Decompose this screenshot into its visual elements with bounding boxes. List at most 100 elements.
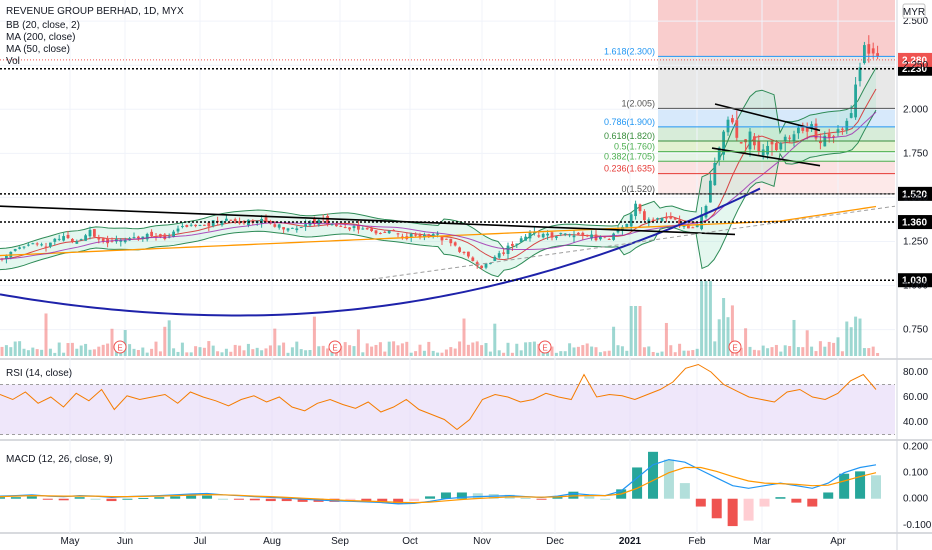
candle-body [629, 214, 633, 227]
volume-bar [75, 348, 79, 356]
candle-body [436, 233, 439, 235]
volume-bar [537, 343, 541, 356]
dashed-trendline [364, 205, 896, 281]
volume-bar [224, 348, 228, 356]
volume-bar [519, 350, 523, 356]
candle-body [159, 234, 162, 237]
macd-histogram-bar [42, 498, 53, 500]
ma50-line [0, 111, 877, 260]
candle-body [836, 129, 840, 133]
volume-bar [642, 347, 646, 356]
macd-label: MACD (12, 26, close, 9) [6, 454, 113, 465]
macd-histogram-bar [170, 496, 181, 499]
candle-body [40, 244, 43, 246]
candle-body [66, 234, 70, 239]
volume-bar [563, 351, 567, 356]
candle-body [317, 220, 321, 225]
candle-body [423, 234, 426, 238]
volume-bar [264, 348, 268, 356]
candle-body [62, 236, 65, 241]
volume-bar [449, 347, 453, 356]
candle-body [211, 220, 215, 226]
volume-bar [832, 342, 836, 356]
candle-body [132, 237, 136, 239]
level-price-tag [898, 215, 932, 230]
level-price-tag [898, 186, 932, 201]
candle-body [119, 240, 123, 242]
rsi-tick-label: 80.00 [903, 367, 928, 378]
volume-bar [211, 345, 215, 356]
candle-body [647, 219, 651, 224]
volume-bar [453, 348, 457, 356]
volume-bar [216, 351, 220, 356]
candle-body [546, 233, 549, 236]
volume-bar [57, 342, 61, 356]
volume-bar [673, 352, 677, 356]
candle-body [414, 234, 417, 236]
volume-bar [31, 347, 35, 356]
volume-bar [620, 346, 624, 356]
volume-bar [788, 346, 792, 356]
volume-bar [700, 281, 704, 356]
candle-body [207, 222, 211, 227]
volume-bar [53, 352, 57, 356]
volume-bar [321, 345, 325, 356]
candle-body [581, 232, 585, 236]
fib-level-label: 1(2.005) [621, 98, 655, 108]
candle-body [13, 249, 17, 251]
volume-bar [568, 343, 572, 356]
volume-bar [374, 344, 378, 356]
candle-body [770, 141, 774, 145]
volume-bar [172, 348, 176, 356]
volume-bar [717, 319, 721, 356]
candle-body [123, 240, 127, 243]
volume-bar [783, 345, 787, 356]
candle-body [396, 233, 400, 235]
price-tick-label: 0.750 [903, 325, 928, 336]
macd-histogram-bar [871, 475, 881, 499]
earnings-icon [728, 340, 742, 354]
volume-bar [154, 341, 158, 356]
candle-body [537, 235, 541, 237]
bollinger-upper [0, 67, 877, 250]
fib-zone-band [658, 173, 895, 194]
candle-body [704, 205, 708, 218]
macd-histogram-bar [138, 497, 149, 499]
candle-body [757, 140, 761, 152]
macd-histogram-bar [0, 497, 5, 499]
x-tick-label: Nov [473, 536, 491, 547]
fib-level-label: 0.236(1.635) [604, 164, 655, 174]
candle-body [35, 243, 39, 245]
volume-bar [128, 344, 132, 356]
candle-body [75, 241, 79, 244]
fib-level-label: 0.786(1.900) [604, 117, 655, 127]
candle-body [577, 232, 580, 235]
macd-histogram-bar [759, 498, 770, 507]
volume-bar [378, 342, 382, 356]
candle-body [669, 216, 673, 219]
candle-body [489, 263, 492, 265]
candle-body [867, 44, 871, 54]
volume-bar [752, 349, 756, 356]
macd-histogram-bar [393, 498, 404, 504]
volume-bar [682, 350, 686, 356]
candle-body [277, 224, 281, 228]
macd-histogram-bar [584, 496, 595, 499]
volume-bar [651, 351, 655, 356]
candle-body [827, 133, 831, 138]
candle-body [660, 217, 664, 221]
volume-bar [471, 342, 475, 356]
volume-bar [66, 343, 70, 356]
candle-body [585, 234, 589, 237]
candle-body [555, 236, 558, 238]
candle-body [370, 228, 373, 231]
volume-bar [858, 318, 862, 356]
candle-body [524, 236, 527, 241]
candle-body [264, 217, 268, 223]
volume-bar [440, 352, 444, 356]
candle-body [845, 120, 849, 131]
fib-level-label: 0.618(1.820) [604, 131, 655, 141]
volume-bar [0, 346, 4, 356]
